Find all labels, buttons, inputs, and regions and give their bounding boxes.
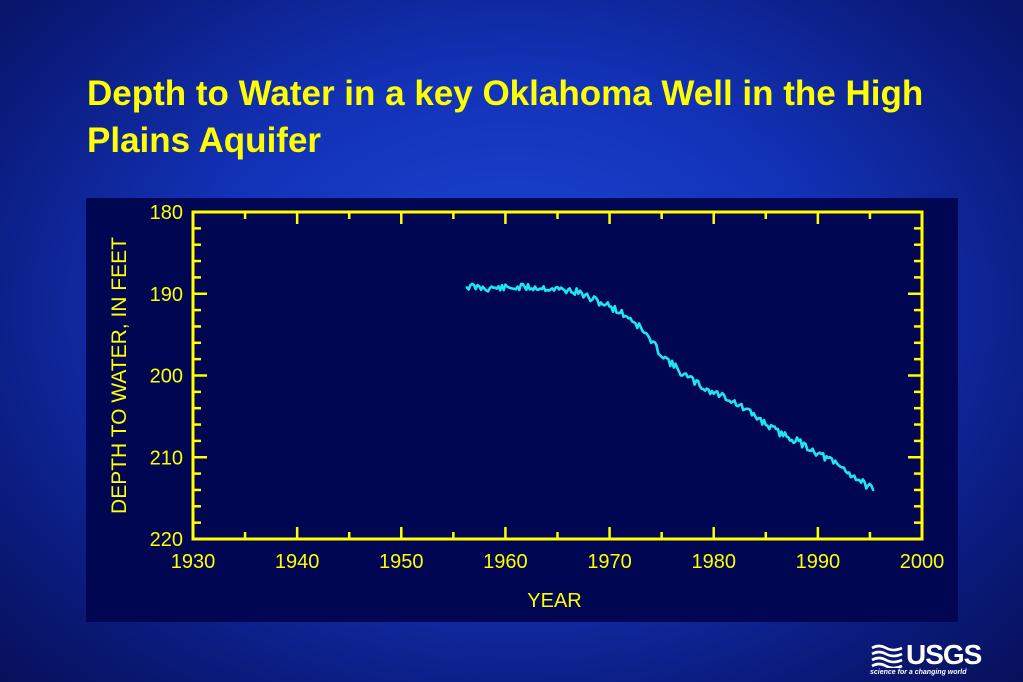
y-tick-label: 220: [150, 529, 183, 551]
x-tick-label: 1990: [796, 551, 841, 573]
logo-tagline: science for a changing world: [870, 669, 967, 676]
logo-text: USGS: [906, 639, 982, 670]
y-tick-label: 200: [150, 366, 183, 388]
usgs-logo: USGS science for a changing world: [870, 639, 1010, 680]
usgs-wave-icon: [871, 644, 903, 668]
x-axis-label: YEAR: [527, 590, 581, 612]
plot-frame: [191, 210, 924, 541]
x-tick-label: 1950: [379, 551, 424, 573]
x-tick-label: 1930: [171, 551, 216, 573]
page-title: Depth to Water in a key Oklahoma Well in…: [87, 74, 924, 160]
x-tick-label: 1980: [691, 551, 736, 573]
y-tick-label: 190: [150, 284, 183, 306]
x-tick-label: 1960: [483, 551, 528, 573]
y-tick-label: 180: [150, 202, 183, 224]
chart-panel: 1930 1940 1950 1960 1970 1980 1990 2000 180 190 20…: [86, 198, 958, 622]
y-tick-label: 210: [150, 447, 183, 469]
y-axis-label: DEPTH TO WATER, IN FEET: [108, 237, 131, 514]
x-tick-label: 1940: [275, 551, 320, 573]
depth-to-water-chart: 1930 1940 1950 1960 1970 1980 1990 2000 180 190 20…: [108, 202, 945, 612]
series-line-0: [465, 282, 875, 492]
x-tick-label: 2000: [900, 551, 945, 573]
x-tick-label: 1970: [587, 551, 632, 573]
